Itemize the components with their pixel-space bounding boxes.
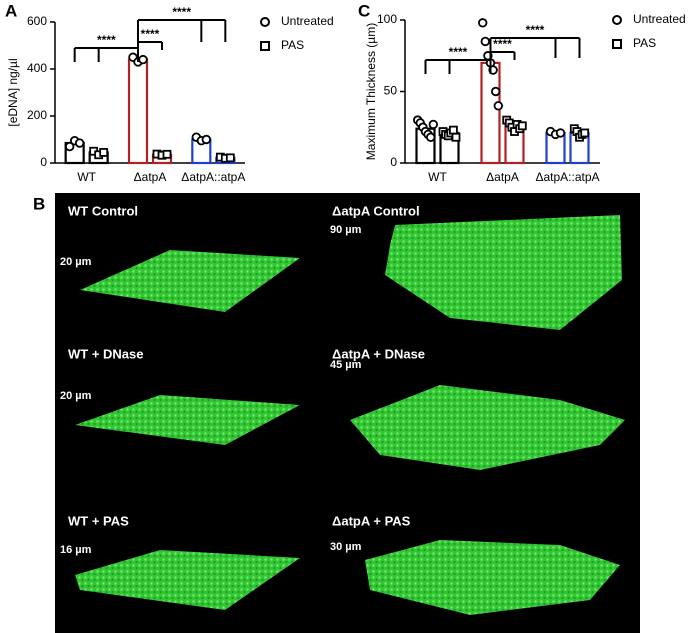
data-point bbox=[64, 141, 75, 152]
data-point bbox=[451, 132, 461, 142]
panel-label: B bbox=[33, 194, 45, 213]
bar bbox=[480, 61, 501, 165]
x-tick-label: WT bbox=[77, 170, 96, 184]
data-point bbox=[478, 18, 488, 28]
biofilm bbox=[80, 250, 300, 312]
y-tick-label: 50 bbox=[384, 84, 398, 98]
panel-label: C bbox=[358, 1, 370, 20]
y-axis-label: [eDNA] ng/µl bbox=[6, 58, 20, 126]
data-point bbox=[201, 134, 212, 145]
significance: **** bbox=[493, 37, 512, 51]
tile-title: ΔatpA Control bbox=[332, 203, 420, 218]
thickness-label: 20 µm bbox=[60, 256, 92, 268]
y-tick-label: 600 bbox=[27, 14, 47, 28]
tile-title: WT + DNase bbox=[68, 346, 144, 361]
legend-marker bbox=[260, 17, 270, 27]
significance: **** bbox=[172, 5, 191, 19]
data-point bbox=[426, 132, 436, 142]
legend-marker bbox=[612, 39, 622, 49]
y-axis-label: Maximum Thickness (µm) bbox=[364, 23, 378, 160]
biofilm bbox=[75, 395, 300, 445]
y-tick-label: 100 bbox=[377, 12, 397, 26]
bar bbox=[127, 58, 149, 165]
legend-label: PAS bbox=[633, 36, 656, 50]
data-point bbox=[138, 54, 148, 65]
y-tick-label: 200 bbox=[27, 108, 47, 122]
thickness-label: 20 µm bbox=[60, 390, 92, 402]
tile-title: ΔatpA + PAS bbox=[332, 513, 411, 528]
thickness-label: 16 µm bbox=[60, 544, 92, 556]
data-point bbox=[493, 101, 503, 111]
panel-label: A bbox=[5, 1, 17, 20]
data-point bbox=[555, 128, 566, 138]
tile-title: WT Control bbox=[68, 203, 138, 218]
legend-marker bbox=[612, 15, 622, 25]
legend-label: Untreated bbox=[633, 12, 686, 26]
biofilm bbox=[75, 550, 300, 610]
legend-label: PAS bbox=[281, 38, 304, 52]
x-tick-label: ΔatpA::atpA bbox=[535, 170, 599, 184]
tile-title: WT + PAS bbox=[68, 513, 129, 528]
y-tick-label: 400 bbox=[27, 61, 47, 75]
data-point bbox=[580, 128, 590, 138]
significance: **** bbox=[97, 33, 116, 47]
data-point bbox=[448, 125, 458, 135]
thickness-label: 45 µm bbox=[330, 359, 362, 371]
biofilm bbox=[365, 540, 620, 615]
data-point bbox=[428, 119, 438, 130]
legend-marker bbox=[260, 41, 270, 51]
thickness-label: 90 µm bbox=[330, 224, 362, 236]
x-tick-label: ΔatpA::atpA bbox=[181, 170, 245, 184]
biofilm bbox=[385, 215, 622, 330]
biofilm bbox=[350, 385, 625, 470]
x-tick-label: ΔatpA bbox=[486, 170, 519, 184]
y-tick-label: 0 bbox=[40, 155, 47, 169]
data-point bbox=[225, 153, 235, 163]
y-tick-label: 0 bbox=[390, 155, 397, 169]
tile-title: ΔatpA + DNase bbox=[332, 346, 425, 361]
data-point bbox=[99, 148, 109, 157]
thickness-label: 30 µm bbox=[330, 541, 362, 553]
significance: **** bbox=[526, 23, 545, 37]
data-point bbox=[162, 149, 172, 159]
significance: **** bbox=[141, 27, 160, 41]
legend-label: Untreated bbox=[281, 14, 334, 28]
data-point bbox=[74, 138, 85, 148]
x-tick-label: WT bbox=[428, 170, 447, 184]
data-point bbox=[517, 121, 527, 131]
data-point bbox=[480, 36, 490, 47]
x-tick-label: ΔatpA bbox=[134, 170, 167, 184]
data-point bbox=[491, 86, 501, 97]
biofilm-images bbox=[75, 215, 625, 615]
significance: **** bbox=[449, 45, 468, 59]
